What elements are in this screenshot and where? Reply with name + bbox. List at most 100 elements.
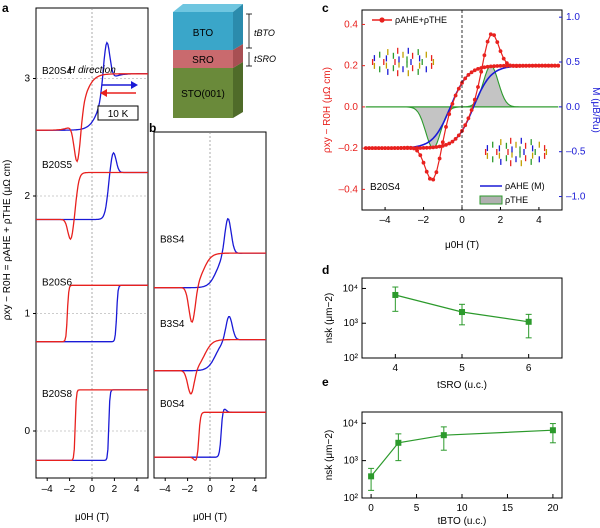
panel-e-ylabel: nsk (μm−2) <box>324 430 335 481</box>
sum-marker <box>469 108 474 112</box>
sum-marker <box>485 64 490 69</box>
sum-marker <box>482 65 487 70</box>
panel-a-xtick-label: –2 <box>64 484 76 495</box>
sum-marker <box>431 177 436 182</box>
sro-layer <box>173 50 233 68</box>
sum-marker <box>421 160 426 165</box>
panel-e-line <box>370 429 553 477</box>
legend-ahe-label: ρAHE (M) <box>505 181 545 191</box>
panel-e-ytick-label: 10³ <box>344 456 359 467</box>
panel-e-xtick-label: 10 <box>456 503 468 514</box>
sum-marker <box>466 73 471 77</box>
sum-marker <box>466 116 471 121</box>
panel-d-point <box>392 291 399 298</box>
sum-marker <box>434 145 439 149</box>
sum-marker <box>533 63 538 68</box>
skyrmion-lattice-icon-2 <box>484 137 548 167</box>
bto-layer <box>173 12 233 50</box>
sum-marker <box>450 102 455 106</box>
bto-label: BTO <box>193 28 214 39</box>
panel-label-e: e <box>322 375 329 389</box>
sum-marker <box>428 176 432 181</box>
sum-marker <box>363 146 368 151</box>
panel-a-ticks: 0 1 2 3 –4 –2 0 2 4 <box>24 74 140 496</box>
panel-e: 10² 10³ 10⁴ 0 5 10 15 20 nsk (μm−2) tBTO (u.c.) <box>324 411 563 527</box>
panel-a-xtick-label: 0 <box>89 484 95 495</box>
panel-e-xtick-label: 15 <box>502 503 514 514</box>
panel-d-ylabel: nsk (μm−2) <box>324 293 335 344</box>
panel-c-the-fill <box>365 65 559 149</box>
panel-c-ytick-label: –0.2 <box>339 143 359 154</box>
sum-marker <box>485 39 490 44</box>
panel-d-point <box>459 309 465 316</box>
sum-marker <box>402 145 407 150</box>
legend-sum-marker <box>379 17 385 23</box>
panel-c-xtick-label: 2 <box>498 215 504 226</box>
sum-marker <box>501 56 506 61</box>
sum-marker <box>380 146 384 151</box>
panel-a-xtick-label: 4 <box>134 484 140 495</box>
panel-d-xtick-label: 4 <box>393 363 399 374</box>
panel-a-ytick-label: 2 <box>24 191 30 202</box>
sum-marker <box>521 63 525 68</box>
panel-c-xtick-label: 4 <box>536 215 542 226</box>
panel-a-sample-label: B20S6 <box>42 278 72 289</box>
panel-d-ytick-label: 10² <box>344 353 359 364</box>
sum-marker <box>383 146 387 151</box>
panel-e-point <box>395 439 402 446</box>
panel-b-xtick-label: 2 <box>230 484 236 495</box>
panel-label-a: a <box>2 1 9 15</box>
arrow-down-head-icon <box>100 89 107 97</box>
sum-marker <box>392 146 397 150</box>
sum-marker <box>418 153 423 158</box>
panel-c-ytick-label: –0.4 <box>339 184 359 195</box>
panel-c-y2tick-label: 0.5 <box>566 57 580 68</box>
sum-marker <box>405 145 410 150</box>
sum-marker <box>453 93 458 98</box>
sum-marker <box>447 141 452 146</box>
panel-c-ytick-label: 0.4 <box>344 19 358 30</box>
panel-e-point <box>549 427 556 434</box>
sum-marker <box>472 97 477 102</box>
sto-label: STO(001) <box>181 89 225 100</box>
sum-marker <box>488 64 493 69</box>
panel-a-xlabel: μ0H (T) <box>75 512 109 523</box>
sum-marker <box>511 63 516 68</box>
sum-marker <box>469 70 474 75</box>
panel-a-curve-B20S6-down <box>36 284 148 343</box>
sum-marker <box>472 68 477 73</box>
panel-label-d: d <box>322 263 329 277</box>
panel-b-xtick-label: 0 <box>207 484 213 495</box>
panel-d-xtick-label: 5 <box>459 363 465 374</box>
panel-e-point <box>368 473 375 480</box>
panel-a-xtick-label: 2 <box>112 484 118 495</box>
sum-marker <box>463 76 468 81</box>
panel-c-xlabel: μ0H (T) <box>445 240 479 251</box>
stack-side-sto <box>233 62 243 118</box>
sum-marker <box>537 63 541 68</box>
panel-b-curve-B3S4-down <box>154 338 266 395</box>
sum-marker <box>440 140 445 145</box>
the-area-down <box>365 106 559 149</box>
sum-marker <box>453 137 458 141</box>
sum-marker <box>543 63 548 68</box>
panel-e-plot: 10² 10³ 10⁴ 0 5 10 15 20 <box>343 418 559 514</box>
panel-b-xlabel: μ0H (T) <box>193 512 227 523</box>
sum-marker <box>412 146 416 151</box>
panel-b-curve-B8S4-down <box>154 252 266 323</box>
panel-a-sample-label: B20S4 <box>42 66 72 77</box>
panel-a-xtick-label: –4 <box>42 484 54 495</box>
sum-marker <box>456 86 461 91</box>
sum-marker <box>463 123 468 128</box>
panel-c-ytick-label: 0.2 <box>344 61 358 72</box>
sum-marker <box>399 146 403 150</box>
panel-d-ytick-label: 10⁴ <box>343 283 358 294</box>
panel-a-ytick-label: 1 <box>24 309 30 320</box>
stack-side-sro <box>233 44 243 68</box>
sum-marker <box>418 146 423 150</box>
sum-marker <box>498 64 503 68</box>
panel-c-xtick-label: –2 <box>418 215 430 226</box>
sum-marker <box>450 139 455 144</box>
panel-b-xtick-label: –2 <box>182 484 194 495</box>
